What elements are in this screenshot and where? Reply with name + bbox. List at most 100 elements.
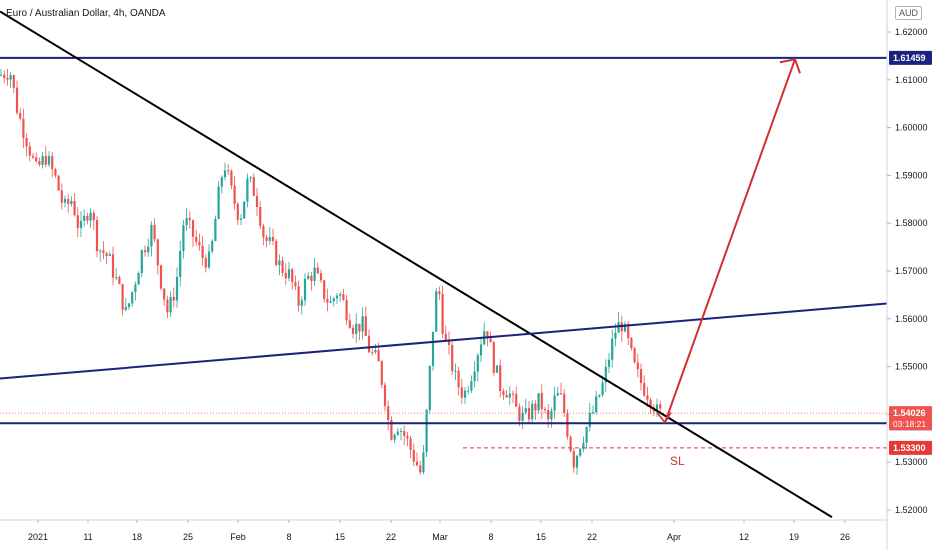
candle-body (531, 403, 534, 420)
candle-body (131, 292, 134, 304)
candle-body (569, 436, 572, 451)
candle-body (524, 408, 527, 413)
candle-body (172, 296, 175, 301)
candle-body (111, 254, 115, 278)
candle-body (566, 412, 569, 437)
candle-body (515, 393, 518, 407)
candle-body (47, 156, 51, 165)
candle-body (406, 435, 409, 439)
candle-body (441, 294, 444, 334)
candle-body (41, 155, 44, 165)
candle-body (425, 409, 428, 453)
candle-body (595, 396, 598, 412)
chart-title: Euro / Australian Dollar, 4h, OANDA (6, 8, 166, 19)
time-tick-label: 25 (183, 532, 193, 542)
candle-body (163, 288, 166, 300)
candle-body (271, 237, 275, 241)
candle-body (611, 338, 614, 360)
candle-body (553, 395, 556, 411)
candle-body (118, 277, 121, 285)
candle-body (383, 384, 387, 407)
candle-body (124, 306, 127, 310)
candle-body (316, 267, 319, 274)
candle-body (12, 75, 15, 88)
candle-body (127, 303, 131, 307)
candle-body (623, 323, 627, 332)
candle-body (451, 344, 454, 371)
time-tick-label: 8 (488, 532, 493, 542)
candle-body (268, 237, 271, 241)
candle-body (143, 250, 147, 253)
currency-badge[interactable]: AUD (894, 6, 922, 20)
candle-body (409, 438, 412, 450)
candle-body (140, 250, 143, 274)
candle-body (262, 226, 265, 238)
current-price-tag (889, 406, 932, 431)
candle-body (191, 220, 195, 237)
candle-body (582, 442, 585, 449)
candle-body (649, 399, 652, 408)
candle-body (655, 404, 659, 412)
candle-body (550, 410, 553, 420)
candle-body (220, 177, 223, 187)
level-tag-top-text: 1.61459 (893, 53, 926, 63)
candle-body (419, 465, 422, 473)
candle-body (284, 272, 287, 279)
candle-body (636, 362, 639, 370)
candle-body (137, 273, 140, 285)
candle-body (223, 170, 227, 178)
candle-body (217, 186, 220, 219)
candle-body (63, 198, 67, 203)
candle-body (204, 258, 207, 268)
candle-body (367, 335, 371, 353)
candle-body (361, 316, 364, 332)
candle-body (396, 431, 399, 435)
price-tick-label: 1.55000 (895, 362, 928, 372)
price-axis[interactable]: 1.62000 1.61000 1.60000 1.59000 1.58000 1.570… (886, 0, 932, 550)
candle-body (374, 350, 377, 353)
price-tick-label: 1.52000 (895, 505, 928, 515)
candle-body (259, 207, 262, 227)
candle-body (579, 448, 582, 456)
candle-body (310, 275, 313, 281)
candle-body (287, 269, 291, 279)
candle-body (345, 299, 348, 321)
candle-body (166, 299, 169, 313)
candle-body (393, 434, 396, 440)
candle-body (412, 449, 415, 462)
candle-body (505, 395, 508, 398)
candle-body (387, 406, 390, 420)
time-tick-label: 12 (739, 532, 749, 542)
candle-body (211, 240, 214, 252)
candle-body (428, 365, 431, 410)
candle-body (147, 246, 150, 253)
time-axis[interactable]: 2021 11 18 25 Feb 8 15 22 Mar 8 15 22 Apr 12 19 26 (0, 519, 887, 542)
candle-body (547, 410, 550, 420)
candle-body (297, 286, 300, 306)
time-tick-label: Feb (230, 532, 246, 542)
projection-arrow-head (779, 58, 801, 74)
candle-body (563, 393, 566, 413)
candle-body (537, 393, 540, 411)
candle-body (380, 361, 383, 385)
candle-body (508, 393, 511, 398)
time-tick-label: 18 (132, 532, 142, 542)
candle-body (415, 461, 419, 466)
candle-body (319, 273, 323, 281)
price-tick-label: 1.59000 (895, 170, 928, 180)
candle-body (22, 118, 25, 138)
candle-body (89, 212, 92, 221)
sl-label: SL (670, 454, 685, 468)
candle-body (105, 253, 108, 256)
candle-body (326, 298, 329, 303)
candle-body (70, 200, 73, 204)
candle-body (60, 190, 63, 203)
candle-body (9, 75, 12, 80)
candle-body (169, 296, 172, 313)
candle-body (239, 218, 243, 220)
candle-body (607, 359, 611, 367)
candle-body (556, 393, 559, 396)
candle-body (294, 282, 297, 287)
